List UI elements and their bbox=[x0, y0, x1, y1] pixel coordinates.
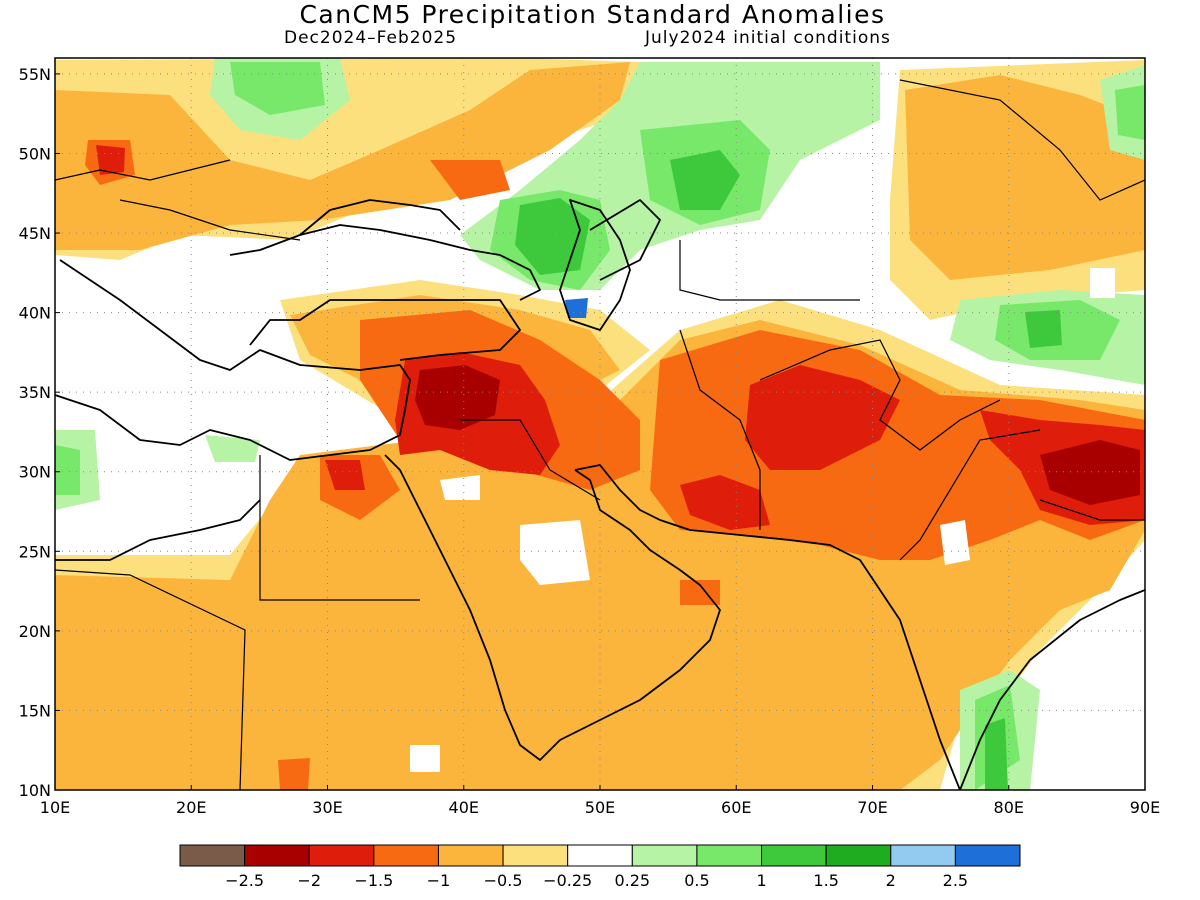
lon-label: 50E bbox=[585, 798, 615, 817]
anomaly-region bbox=[205, 435, 260, 462]
anomaly-region bbox=[565, 298, 588, 318]
anomaly-region bbox=[520, 520, 590, 585]
lon-label: 30E bbox=[312, 798, 342, 817]
anomaly-region bbox=[230, 62, 325, 115]
legend-swatch bbox=[502, 844, 569, 867]
anomaly-region bbox=[670, 150, 740, 210]
coastlines bbox=[55, 199, 1145, 790]
lon-label: 80E bbox=[994, 798, 1024, 817]
anomaly-region bbox=[55, 62, 630, 250]
latitude-axis: 55N 50N 45N 40N 35N 30N 25N 20N 15N 10N bbox=[19, 65, 51, 800]
plot-frame bbox=[54, 57, 1146, 791]
legend-label: −1 bbox=[427, 871, 451, 890]
forecast-period: Dec2024–Feb2025 bbox=[284, 28, 458, 48]
lon-label: 70E bbox=[857, 798, 887, 817]
legend-labels: −2.5 −2 −1.5 −1 −0.5 −0.25 0.25 0.5 1 1.5 2 2.5 bbox=[225, 871, 968, 890]
anomaly-region bbox=[1040, 440, 1140, 505]
anomaly-region bbox=[940, 520, 970, 565]
lon-label: 40E bbox=[449, 798, 479, 817]
lon-label: 20E bbox=[176, 798, 206, 817]
lat-label: 35N bbox=[19, 383, 51, 402]
legend-swatch bbox=[567, 844, 633, 867]
anomaly-region bbox=[325, 460, 365, 490]
anomaly-region bbox=[440, 475, 480, 500]
lon-label: 90E bbox=[1130, 798, 1160, 817]
lat-label: 55N bbox=[19, 65, 51, 84]
anomaly-region bbox=[745, 365, 900, 470]
legend-swatch bbox=[954, 844, 1021, 867]
legend-label: 2 bbox=[886, 871, 896, 890]
lon-label: 60E bbox=[721, 798, 751, 817]
legend-swatch bbox=[761, 844, 827, 867]
lon-label: 10E bbox=[40, 798, 70, 817]
longitude-axis: 10E 20E 30E 40E 50E 60E 70E 80E 90E bbox=[40, 798, 1160, 817]
legend-label: −0.5 bbox=[484, 871, 523, 890]
lat-label: 20N bbox=[19, 622, 51, 641]
legend-swatch bbox=[696, 844, 763, 867]
legend-swatch bbox=[373, 844, 439, 867]
lat-label: 50N bbox=[19, 144, 51, 163]
anomaly-region bbox=[1115, 85, 1145, 140]
legend-label: −0.25 bbox=[543, 871, 592, 890]
anomaly-region bbox=[905, 75, 1145, 280]
anomaly-region bbox=[55, 445, 80, 495]
legend-label: 0.25 bbox=[614, 871, 650, 890]
legend-label: 2.5 bbox=[943, 871, 968, 890]
legend-label: 1.5 bbox=[813, 871, 838, 890]
lat-label: 25N bbox=[19, 542, 51, 561]
legend-swatch bbox=[437, 844, 504, 867]
legend-label: −2 bbox=[297, 871, 321, 890]
map-title: CanCM5 Precipitation Standard Anomalies bbox=[299, 0, 886, 29]
legend-swatch bbox=[244, 844, 310, 867]
legend-label: 1 bbox=[756, 871, 766, 890]
lat-label: 30N bbox=[19, 463, 51, 482]
lat-lon-grid bbox=[54, 58, 1146, 791]
legend-swatch bbox=[631, 844, 698, 867]
initial-conditions: July2024 initial conditions bbox=[645, 28, 891, 48]
anomaly-region bbox=[1025, 310, 1062, 348]
legend-colorbar bbox=[179, 844, 1021, 867]
lat-label: 45N bbox=[19, 224, 51, 243]
legend-swatch bbox=[825, 844, 892, 867]
anomaly-region bbox=[985, 718, 1008, 790]
anomaly-region bbox=[410, 745, 440, 772]
anomaly-region bbox=[430, 160, 510, 200]
country-borders bbox=[55, 79, 1145, 790]
lat-label: 40N bbox=[19, 304, 51, 323]
anomaly-region bbox=[680, 475, 770, 530]
anomaly-region bbox=[415, 365, 500, 430]
legend-label: 0.5 bbox=[684, 871, 709, 890]
legend-swatch bbox=[308, 844, 375, 867]
anomaly-field bbox=[55, 58, 1145, 790]
legend-label: −1.5 bbox=[354, 871, 393, 890]
lat-label: 10N bbox=[19, 781, 51, 800]
lat-label: 15N bbox=[19, 701, 51, 720]
anomaly-region bbox=[96, 145, 125, 175]
legend-swatch bbox=[179, 844, 246, 867]
anomaly-region bbox=[278, 758, 310, 790]
legend-swatch bbox=[890, 844, 956, 867]
anomaly-region bbox=[1090, 268, 1115, 298]
legend-label: −2.5 bbox=[225, 871, 264, 890]
